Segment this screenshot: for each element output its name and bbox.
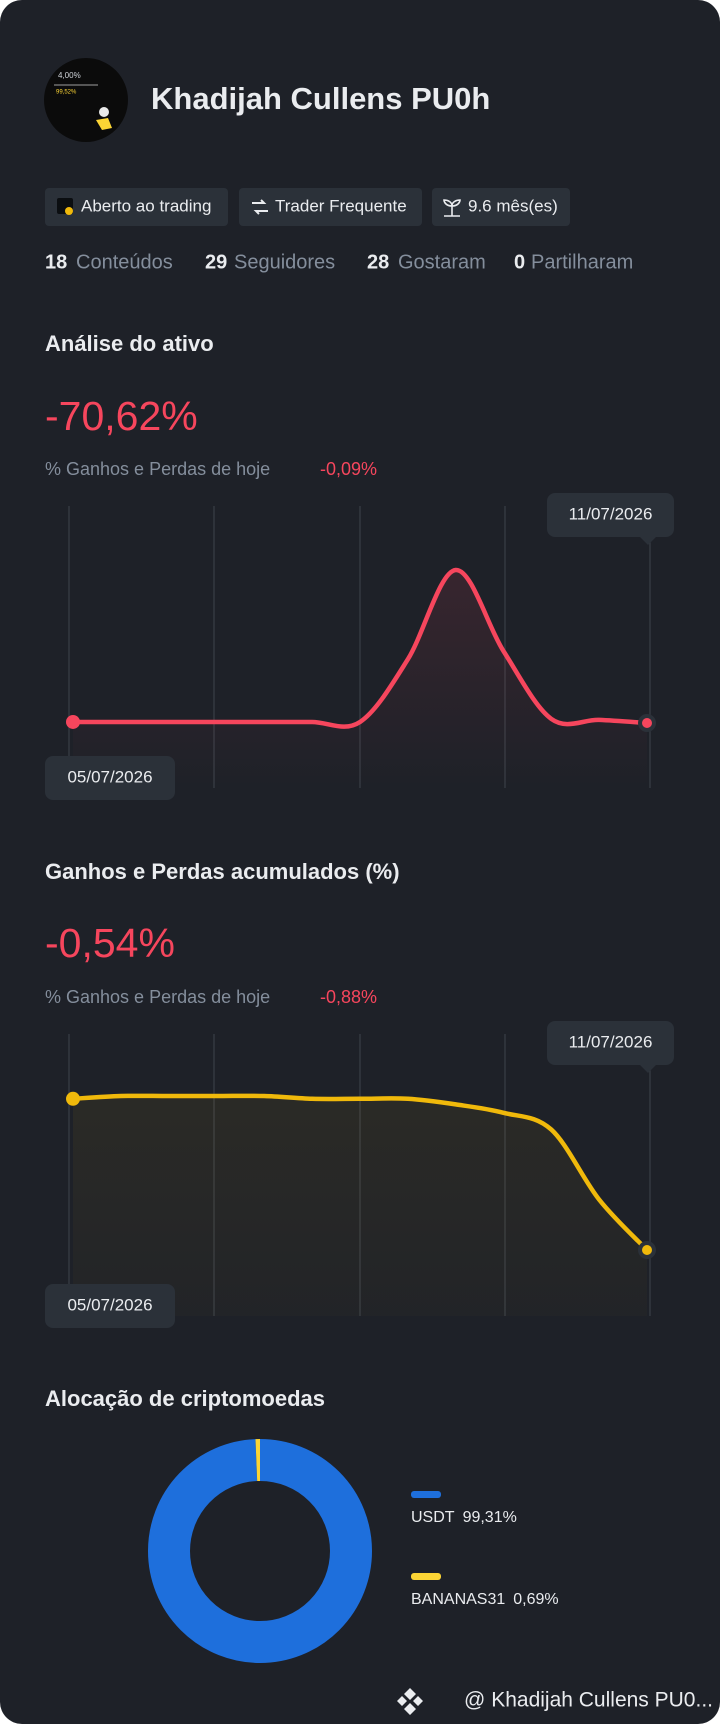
- start-point: [66, 1091, 80, 1106]
- date-tag: [547, 493, 674, 537]
- legend-swatch: [411, 1491, 441, 1498]
- badge-label: Aberto ao trading: [81, 196, 211, 215]
- section-title: Ganhos e Perdas acumulados (%): [45, 859, 400, 884]
- line: [70, 1093, 650, 1253]
- stat-count: 29: [205, 251, 227, 273]
- date-label: 05/07/2026: [67, 1295, 152, 1314]
- end-point: [638, 714, 656, 732]
- avatar[interactable]: 4,00% 99,52%: [44, 58, 128, 142]
- stat-label: Seguidores: [234, 251, 335, 273]
- today-value: -0,09%: [320, 459, 377, 479]
- today-label: % Ganhos e Perdas de hoje: [45, 459, 270, 479]
- date-tag: [547, 1021, 674, 1065]
- start-point: [66, 714, 80, 729]
- tag-pointer: [640, 537, 656, 545]
- svg-text:99,52%: 99,52%: [56, 90, 77, 96]
- stat-count: 0: [514, 251, 525, 273]
- date-label: 11/07/2026: [569, 1032, 653, 1051]
- big-value: -0,54%: [45, 920, 175, 966]
- area: [73, 569, 647, 788]
- stat-count: 28: [367, 251, 389, 273]
- today-label: % Ganhos e Perdas de hoje: [45, 987, 270, 1007]
- section-title: Alocação de criptomoedas: [45, 1386, 325, 1411]
- profile-name: Khadijah Cullens PU0h: [151, 81, 490, 116]
- stat-count: 18: [45, 251, 67, 273]
- date-label: 05/07/2026: [67, 767, 152, 786]
- badge: Trader Frequente: [239, 188, 422, 226]
- badge: 9.6 mês(es): [432, 188, 570, 226]
- legend-value: 99,31%: [463, 1509, 517, 1526]
- area: [73, 1095, 647, 1316]
- donut-slice: [148, 1439, 372, 1663]
- legend-value: 0,69%: [513, 1591, 558, 1608]
- date-label: 11/07/2026: [569, 504, 653, 523]
- badge: Aberto ao trading: [45, 188, 228, 226]
- stat-label: Gostaram: [398, 251, 486, 273]
- svg-text:4,00%: 4,00%: [58, 71, 81, 80]
- footer-handle: @ Khadijah Cullens PU0...: [464, 1689, 713, 1712]
- end-point: [638, 1241, 656, 1259]
- today-value: -0,88%: [320, 987, 377, 1007]
- big-value: -70,62%: [45, 393, 198, 439]
- section-title: Análise do ativo: [45, 331, 214, 356]
- legend-label: USDT: [411, 1509, 455, 1526]
- stat-label: Conteúdos: [76, 251, 173, 273]
- badge-label: Trader Frequente: [275, 196, 407, 215]
- badge-label: 9.6 mês(es): [468, 196, 558, 215]
- footer-logo: [397, 1688, 423, 1715]
- stat-label: Partilharam: [531, 251, 633, 273]
- legend-swatch: [411, 1573, 441, 1580]
- tag-pointer: [640, 1065, 656, 1073]
- date-tag: [45, 1284, 175, 1328]
- date-tag: [45, 756, 175, 800]
- line: [70, 567, 650, 729]
- legend-label: BANANAS31: [411, 1591, 505, 1608]
